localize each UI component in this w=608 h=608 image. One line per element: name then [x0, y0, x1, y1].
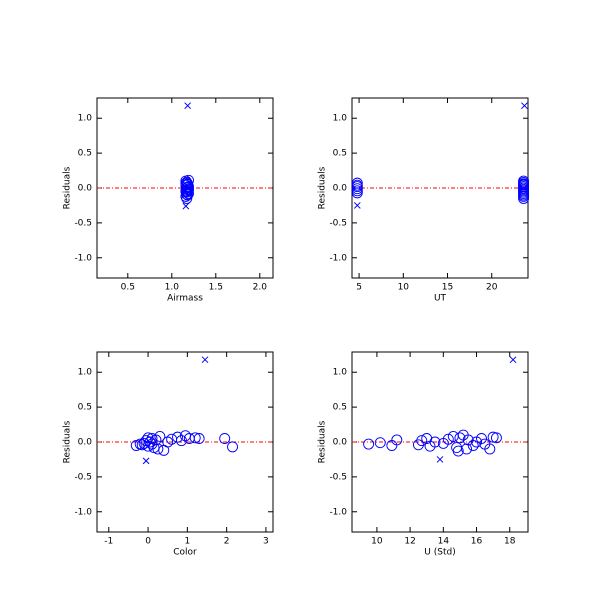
y-tick-label: 1.0 [78, 114, 93, 124]
rejected-point [182, 202, 190, 210]
y-tick-label: -0.5 [329, 472, 347, 482]
y-axis-label: Residuals [318, 166, 328, 209]
residual-point [193, 433, 205, 444]
residual-point [136, 439, 148, 451]
x-tick-label: 20 [486, 283, 498, 293]
rejected-point [353, 202, 361, 209]
cross-stroke [436, 456, 444, 463]
residual-point [180, 186, 192, 197]
residual-point [172, 431, 183, 443]
y-axis-label: Residuals [63, 420, 73, 463]
residual-point [152, 443, 164, 455]
cross-stroke [142, 457, 150, 465]
y-tick-label: 0.5 [78, 403, 92, 413]
residual-point [461, 443, 473, 455]
residual-point [518, 179, 530, 190]
rejected-point [509, 356, 517, 364]
residual-point [138, 437, 150, 449]
residual-point [484, 443, 496, 455]
residual-point [412, 439, 424, 451]
residual-point [351, 187, 363, 199]
x-tick-label: 1.5 [209, 283, 223, 293]
y-tick-label: -1.0 [329, 507, 347, 517]
x-axis-label: UT [434, 294, 447, 304]
panel: 10 12 14 16 18 -1.0 -0.5 0.0 0.5 1.0 U (Std) Residu… [318, 351, 529, 558]
y-axis-label: Residuals [318, 420, 328, 463]
x-tick-label: -1 [104, 537, 113, 547]
y-tick-label: 1.0 [333, 368, 348, 378]
residual-point [391, 434, 403, 446]
residual-point [452, 445, 464, 457]
cross-stroke [201, 356, 209, 364]
x-tick-label: 2 [224, 537, 230, 547]
x-axis-label: Airmass [167, 294, 203, 304]
rejected-point [436, 456, 444, 463]
x-tick-label: 2.0 [253, 283, 268, 293]
x-tick-label: 3 [263, 537, 269, 547]
y-tick-label: -1.0 [74, 253, 92, 263]
rejected-point [142, 457, 150, 465]
x-tick-label: 12 [404, 537, 415, 547]
x-tick-label: 0 [145, 537, 151, 547]
cross-stroke [509, 356, 517, 364]
y-axis-label: Residuals [63, 166, 73, 209]
residual-point [374, 437, 386, 449]
x-tick-label: 1.0 [165, 283, 180, 293]
x-tick-label: 0.5 [121, 283, 135, 293]
y-tick-label: -0.5 [74, 472, 92, 482]
residual-point [183, 174, 194, 186]
y-tick-label: 0.0 [333, 438, 348, 448]
residual-point [219, 433, 231, 444]
residual-point [518, 193, 530, 204]
y-tick-label: 0.0 [78, 184, 93, 194]
cross-stroke [521, 102, 528, 110]
y-tick-label: -0.5 [74, 218, 92, 228]
panel: -1 0 1 2 3 -1.0 -0.5 0.0 0.5 1.0 Color Residuals [63, 351, 274, 558]
residual-point [476, 433, 487, 444]
residual-point [162, 436, 174, 448]
residual-point [227, 441, 238, 453]
residual-point [351, 185, 363, 197]
x-tick-label: 5 [356, 283, 362, 293]
y-tick-label: 0.0 [78, 438, 93, 448]
y-tick-label: 1.0 [333, 114, 348, 124]
y-tick-label: 0.0 [333, 184, 348, 194]
residual-point [429, 436, 441, 448]
rejected-point [184, 102, 191, 110]
y-tick-label: 0.5 [333, 149, 347, 159]
rejected-point [201, 356, 209, 364]
x-axis-label: U (Std) [424, 548, 455, 558]
residual-point [154, 430, 166, 442]
y-tick-label: 0.5 [333, 403, 347, 413]
x-tick-label: 15 [442, 283, 453, 293]
residual-point [150, 434, 162, 446]
y-tick-label: -0.5 [329, 218, 347, 228]
residual-point [491, 432, 502, 444]
cross-stroke [182, 202, 190, 210]
residual-point [142, 432, 154, 444]
residual-point [363, 438, 375, 450]
residual-point [454, 432, 466, 444]
x-tick-label: 16 [471, 537, 483, 547]
panel: 0.5 1.0 1.5 2.0-1.0-0.50.00.51.0AirmassResi… [63, 97, 274, 304]
x-tick-label: 14 [438, 537, 450, 547]
y-tick-label: -1.0 [329, 253, 347, 263]
x-tick-label: 18 [504, 537, 516, 547]
cross-stroke [184, 102, 191, 110]
y-tick-label: 1.0 [78, 368, 93, 378]
residual-point [189, 432, 201, 444]
x-axis-label: Color [173, 548, 197, 558]
residual-point [181, 193, 193, 204]
residual-point [467, 440, 479, 451]
x-tick-label: 10 [398, 283, 410, 293]
panel: 5 10 15 20 -1.0 -0.5 0.0 0.5 1.0 UT Residuals [318, 97, 530, 304]
rejected-point [521, 102, 528, 110]
residual-point [416, 435, 428, 447]
x-tick-label: 1 [184, 537, 190, 547]
y-tick-label: 0.5 [78, 149, 92, 159]
y-tick-label: -1.0 [74, 507, 92, 517]
x-tick-label: 10 [371, 537, 383, 547]
cross-stroke [353, 202, 361, 209]
